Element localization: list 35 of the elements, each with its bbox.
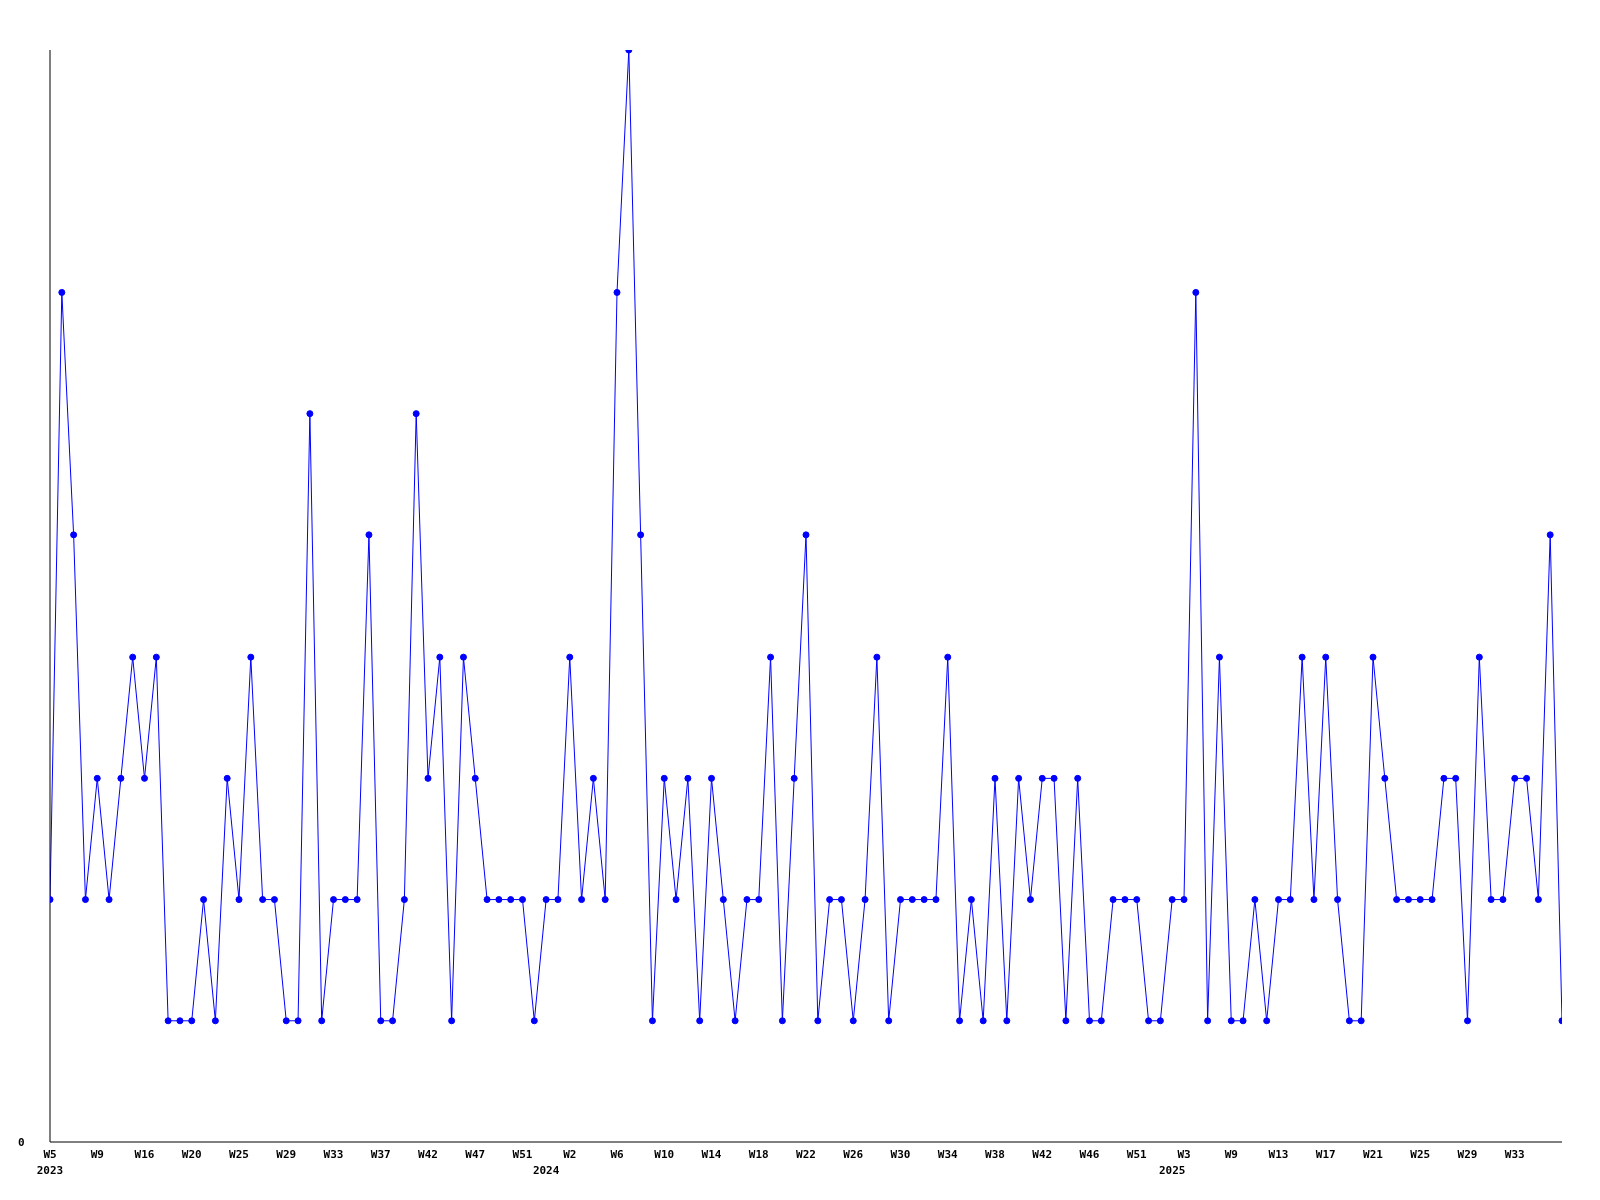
x-tick-label: W37 <box>370 1148 391 1161</box>
x-tick-label: W26 <box>843 1148 864 1161</box>
x-tick-label: W33 <box>1504 1148 1525 1161</box>
text: 0 <box>18 1136 25 1149</box>
x-tick-label: W3 <box>1177 1148 1191 1161</box>
x-tick-label: W25 <box>229 1148 249 1161</box>
x-tick-label: W38 <box>985 1148 1005 1161</box>
x-tick-label: W51 <box>1126 1148 1148 1161</box>
x-tick-label: W10 <box>654 1148 675 1161</box>
x-tick-label: W17 <box>1315 1148 1336 1161</box>
x-tick-label: 2024 <box>532 1164 560 1177</box>
x-tick-label: W13 <box>1268 1148 1289 1161</box>
x-tick-label: W14 <box>701 1148 722 1161</box>
x-tick-label: W2 <box>563 1148 577 1161</box>
x-tick-label: W29 <box>1457 1148 1478 1161</box>
x-tick-label: W9 <box>1224 1148 1238 1161</box>
x-tick-label: W47 <box>465 1148 486 1161</box>
x-tick-label: W30 <box>890 1148 911 1161</box>
x-tick-label: W29 <box>276 1148 297 1161</box>
x-tick-label: W6 <box>610 1148 624 1161</box>
x-tick-label: W33 <box>323 1148 344 1161</box>
x-tick-label: W46 <box>1079 1148 1100 1161</box>
x-tick-label: W22 <box>796 1148 816 1161</box>
x-tick-label: W42 <box>1032 1148 1053 1161</box>
x-tick-label: W25 <box>1410 1148 1431 1161</box>
x-tick-label: W18 <box>748 1148 769 1161</box>
x-tick-label: W20 <box>181 1148 202 1161</box>
x-tick-label: W34 <box>937 1148 959 1161</box>
x-tick-label: 2025 <box>1158 1164 1186 1177</box>
x-tick-label: W42 <box>418 1148 438 1161</box>
x-tick-label: W51 <box>512 1148 533 1161</box>
x-tick-label: W21 <box>1363 1148 1384 1161</box>
x-tick-label: W5 2023 <box>36 1148 64 1177</box>
x-tick-label: W9 <box>90 1148 104 1161</box>
x-tick-label: W16 <box>134 1148 155 1161</box>
